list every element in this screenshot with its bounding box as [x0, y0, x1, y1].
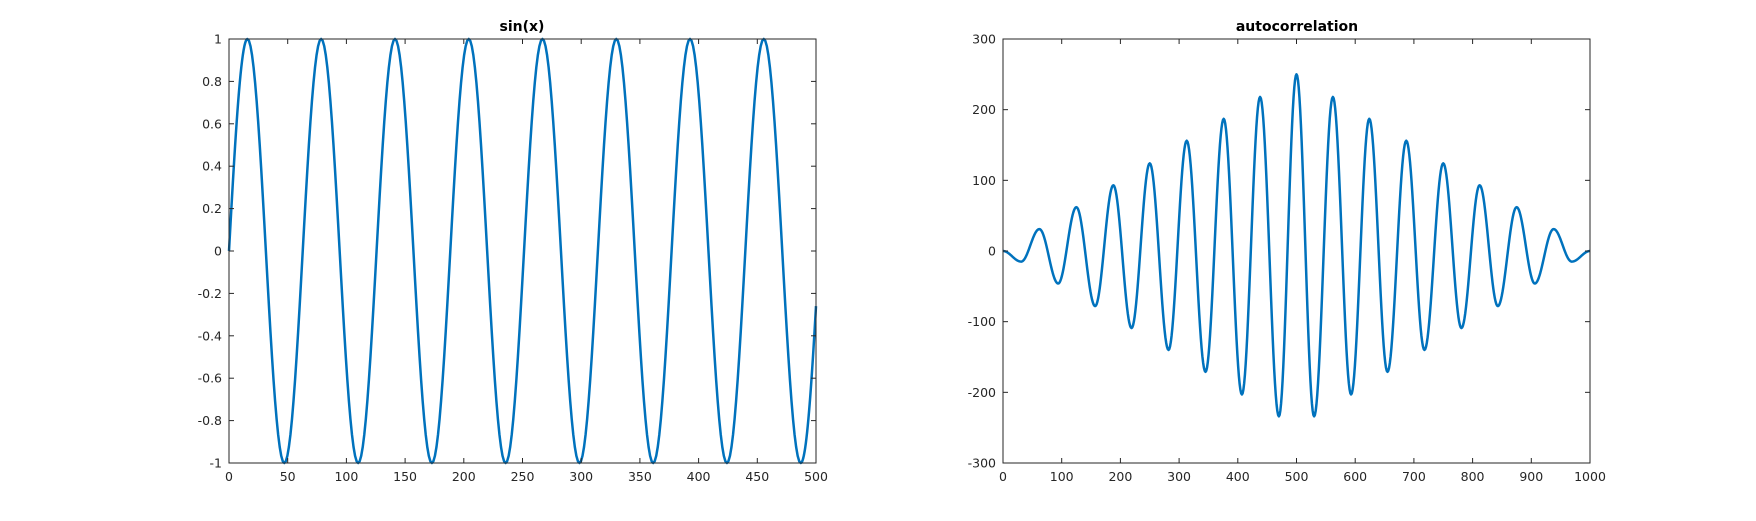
xtick-label-autocorrelation-4: 400 [1226, 469, 1250, 484]
axes-box-sin [228, 38, 817, 464]
ticks-autocorrelation: 0 100 200 300 400 500 600 700 800 900 100030020010… [968, 32, 1606, 485]
ytick-label-sin-6: -0.2 [198, 286, 222, 301]
chart-title-sin: sin(x) [500, 19, 545, 35]
ytick-label-sin-7: -0.4 [198, 328, 222, 343]
xtick-label-autocorrelation-5: 500 [1285, 469, 1309, 484]
xtick-label-sin-7: 350 [628, 469, 652, 484]
ytick-label-sin-8: -0.6 [198, 371, 222, 386]
ytick-label-sin-5: 0 [214, 244, 222, 259]
xtick-label-sin-3: 150 [393, 469, 417, 484]
chart-sin: sin(x) 0 50 100 150 200 250 300 350 400 450 500 1 0.… [198, 19, 828, 484]
ytick-label-sin-9: -0.8 [198, 413, 222, 428]
xtick-label-autocorrelation-0: 0 [999, 469, 1007, 484]
data-line-autocorrelation [1002, 73, 1591, 418]
xtick-label-sin-0: 0 [225, 469, 233, 484]
xtick-label-sin-1: 50 [280, 469, 296, 484]
xtick-label-autocorrelation-9: 900 [1519, 469, 1543, 484]
ytick-label-autocorrelation-4: -100 [968, 314, 996, 329]
ytick-label-sin-2: 0.6 [202, 116, 222, 131]
xtick-label-sin-5: 250 [511, 469, 535, 484]
data-line-sin [227, 37, 818, 465]
xtick-label-sin-9: 450 [745, 469, 769, 484]
xtick-label-sin-8: 400 [687, 469, 711, 484]
axes-box-autocorrelation [1002, 38, 1591, 464]
xtick-label-autocorrelation-8: 800 [1461, 469, 1485, 484]
xtick-label-autocorrelation-3: 300 [1167, 469, 1191, 484]
ytick-label-sin-3: 0.4 [202, 159, 222, 174]
ytick-label-sin-0: 1 [214, 32, 222, 47]
ytick-label-autocorrelation-5: -200 [968, 385, 996, 400]
chart-title-autocorrelation: autocorrelation [1236, 19, 1358, 35]
ytick-label-sin-4: 0.2 [202, 201, 222, 216]
xtick-label-autocorrelation-10: 1000 [1574, 469, 1606, 484]
xtick-label-sin-4: 200 [452, 469, 476, 484]
xtick-label-sin-10: 500 [804, 469, 828, 484]
ytick-label-autocorrelation-6: -300 [968, 456, 996, 471]
xtick-label-sin-6: 300 [569, 469, 593, 484]
chart-autocorrelation: autocorrelation 0 100 200 300 400 500 600 700 80… [968, 19, 1606, 484]
xtick-label-sin-2: 100 [334, 469, 358, 484]
ytick-label-autocorrelation-3: 0 [988, 244, 996, 259]
xtick-label-autocorrelation-1: 100 [1050, 469, 1074, 484]
ytick-label-autocorrelation-1: 200 [972, 102, 996, 117]
ytick-label-autocorrelation-0: 300 [972, 32, 996, 47]
ytick-label-autocorrelation-2: 100 [972, 173, 996, 188]
xtick-label-autocorrelation-7: 700 [1402, 469, 1426, 484]
ytick-label-sin-10: -1 [210, 456, 222, 471]
xtick-label-autocorrelation-6: 600 [1343, 469, 1367, 484]
xtick-label-autocorrelation-2: 200 [1108, 469, 1132, 484]
ytick-label-sin-1: 0.8 [202, 74, 222, 89]
ticks-sin: 0 50 100 150 200 250 300 350 400 450 500 1 0.8 0.6 0.4… [198, 32, 828, 485]
